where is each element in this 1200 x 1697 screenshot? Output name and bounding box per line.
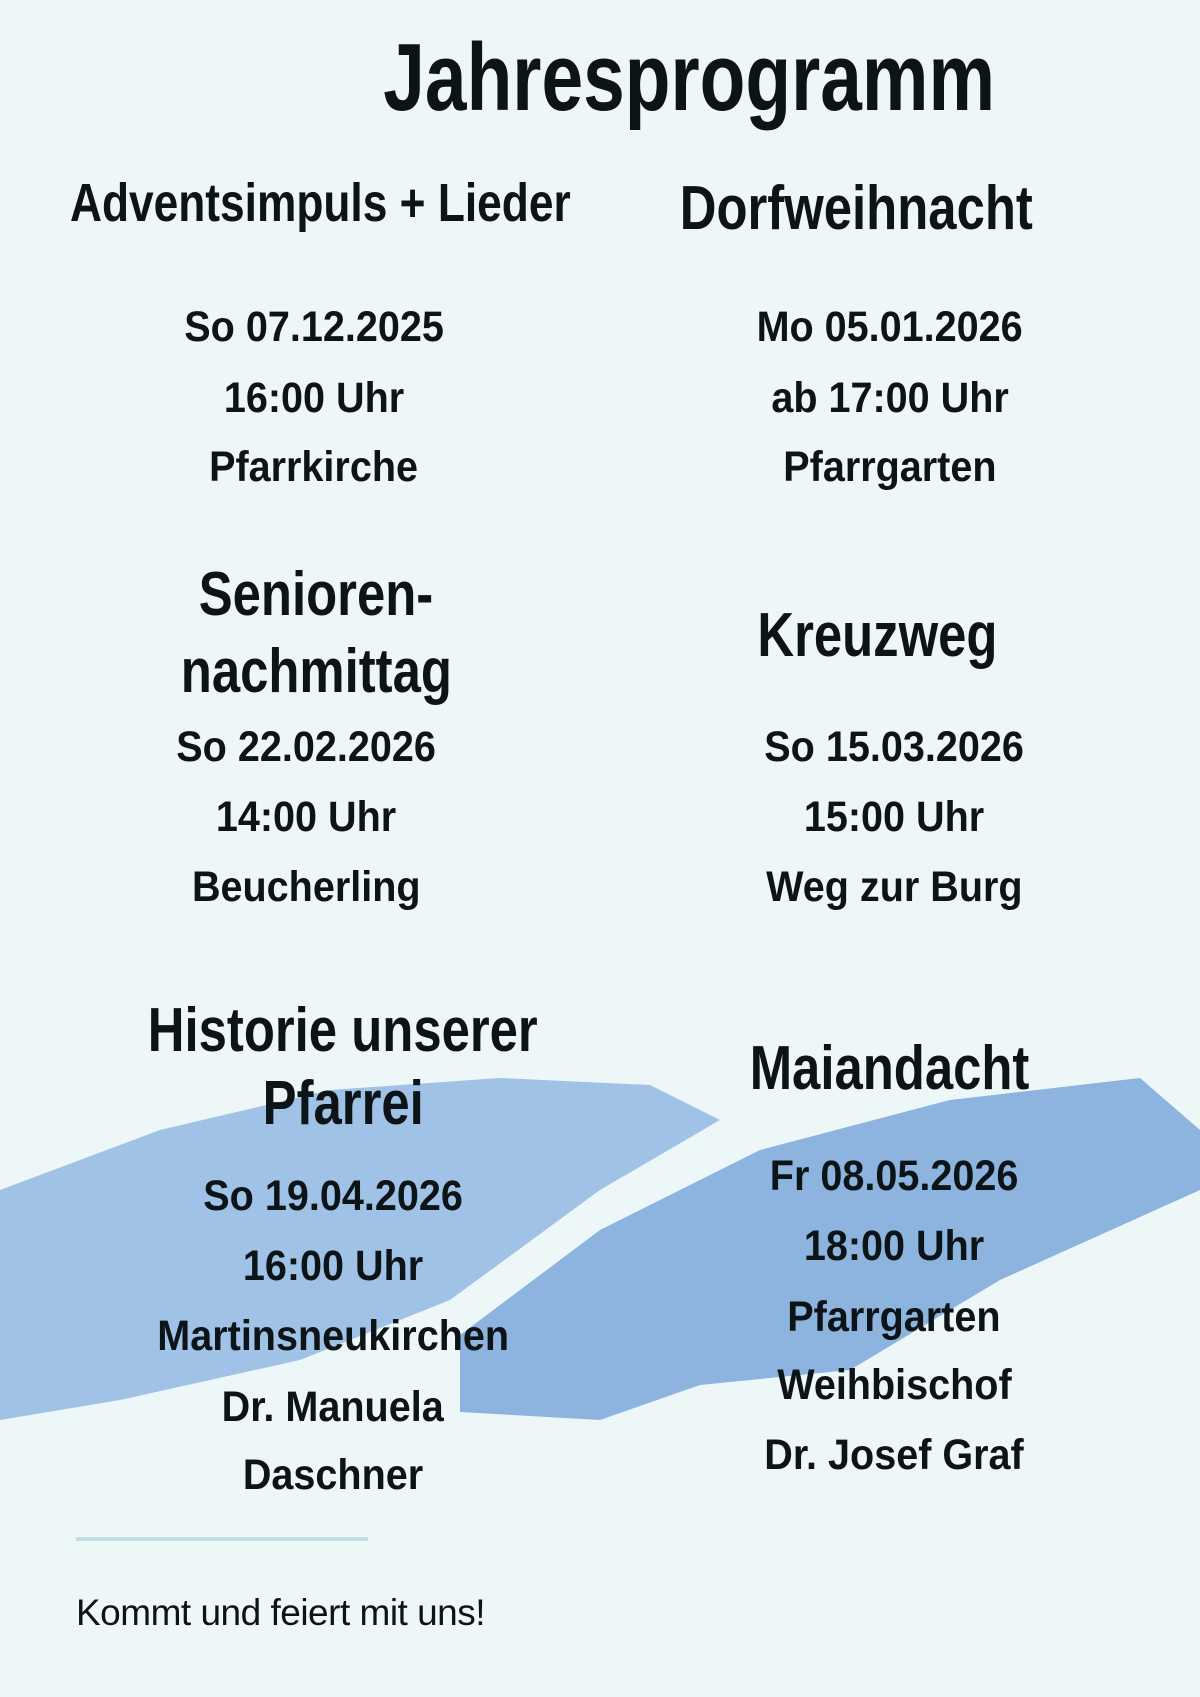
- event-location: Martinsneukirchen: [157, 1312, 509, 1360]
- event-location: Pfarrgarten: [787, 1293, 1001, 1341]
- event-time: 18:00 Uhr: [803, 1222, 985, 1270]
- event-title: Adventsimpuls + Lieder: [69, 173, 571, 233]
- event-title: Historie unserer: [148, 996, 538, 1065]
- page-title: Jahresprogramm: [383, 24, 996, 131]
- footer-text: Kommt und feiert mit uns!: [76, 1592, 486, 1633]
- event-time: 16:00 Uhr: [242, 1242, 424, 1290]
- event-title: Kreuzweg: [756, 601, 998, 670]
- event-date: So 19.04.2026: [203, 1172, 463, 1220]
- event-title: Senioren-: [198, 560, 434, 629]
- event-title: Dorfweihnacht: [679, 174, 1033, 243]
- brush-stroke-light: [0, 1078, 720, 1420]
- event-location: Weg zur Burg: [765, 863, 1023, 911]
- event-date: So 07.12.2025: [184, 303, 444, 351]
- divider: [76, 1537, 368, 1541]
- event-date: So 15.03.2026: [764, 723, 1024, 771]
- event-date: Mo 05.01.2026: [756, 303, 1024, 351]
- event-location: Pfarrkirche: [209, 443, 419, 491]
- event-speaker: Dr. Manuela: [221, 1383, 445, 1431]
- event-title: Maiandacht: [750, 1034, 1030, 1103]
- event-title: nachmittag: [180, 637, 452, 706]
- event-speaker: Dr. Josef Graf: [764, 1431, 1024, 1479]
- event-location: Pfarrgarten: [783, 443, 997, 491]
- event-speaker: Weihbischof: [776, 1361, 1012, 1409]
- event-time: 14:00 Uhr: [215, 793, 397, 841]
- event-speaker: Daschner: [242, 1451, 424, 1499]
- event-location: Beucherling: [191, 863, 421, 911]
- event-time: ab 17:00 Uhr: [771, 374, 1009, 422]
- event-date: So 22.02.2026: [176, 723, 436, 771]
- event-time: 16:00 Uhr: [223, 374, 405, 422]
- event-time: 15:00 Uhr: [803, 793, 985, 841]
- brush-stroke-dark: [460, 1078, 1200, 1420]
- event-title: Pfarrei: [262, 1069, 424, 1138]
- event-date: Fr 08.05.2026: [769, 1152, 1019, 1200]
